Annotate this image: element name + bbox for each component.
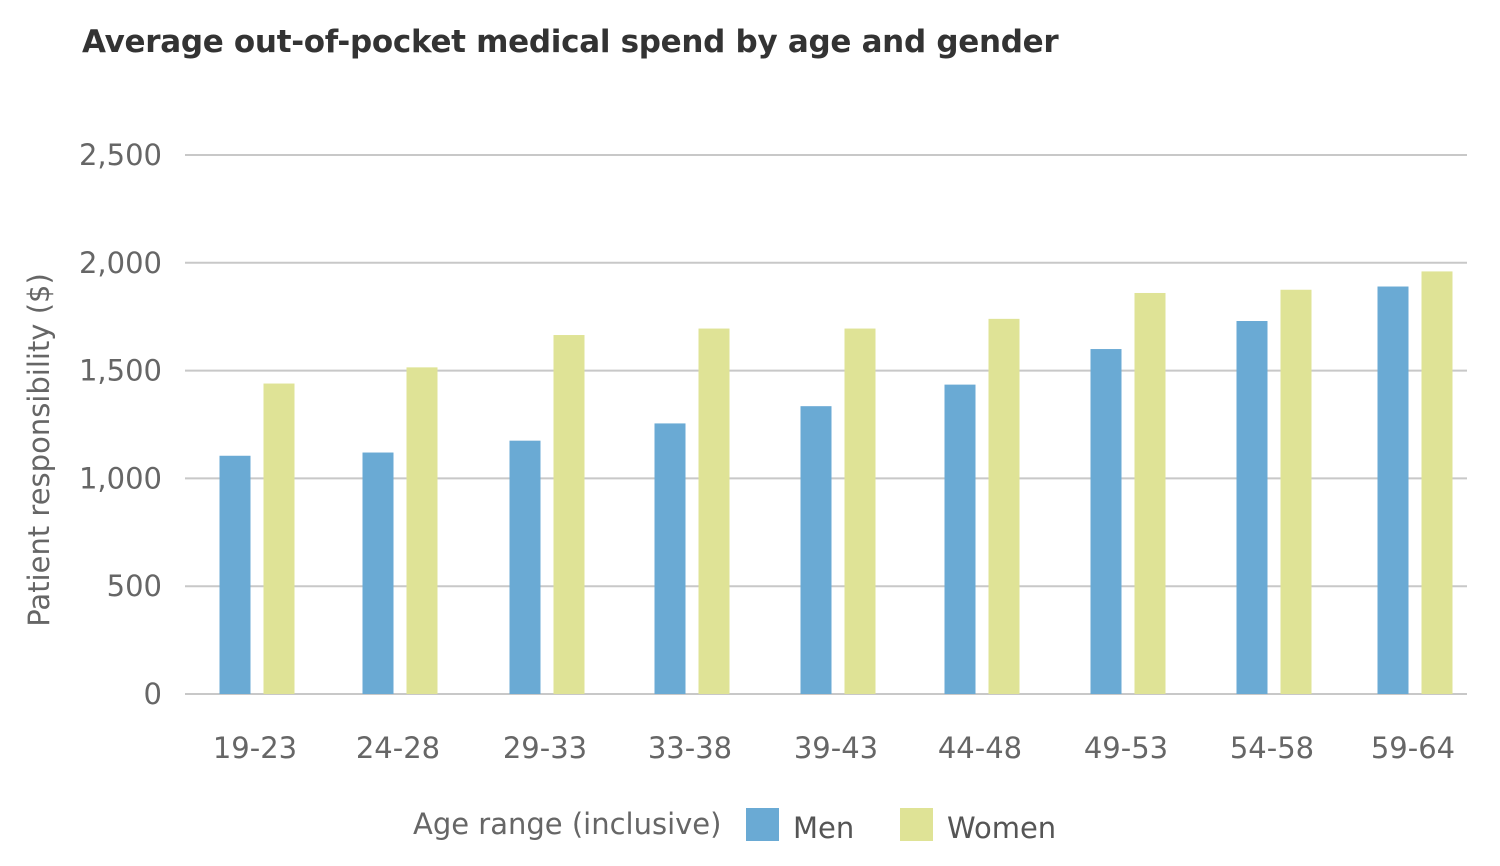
bar-women-39-43 [844,328,876,694]
x-tick-label: 54-58 [1230,731,1314,765]
bar-men-44-48 [944,384,976,694]
bar-women-49-53 [1134,292,1166,694]
y-tick-label: 500 [107,569,162,603]
x-axis-title: Age range (inclusive) [413,807,721,841]
bar-women-44-48 [988,318,1020,694]
y-tick-label: 2,000 [79,246,162,280]
bar-women-24-28 [406,367,438,694]
y-tick-label: 0 [144,677,162,711]
x-tick-label: 29-33 [503,731,587,765]
bar-men-39-43 [800,406,832,694]
legend-swatch-men [746,808,779,841]
x-tick-label: 49-53 [1084,731,1168,765]
bar-men-54-58 [1236,321,1268,694]
y-tick-label: 1,000 [79,461,162,495]
legend-label-women: Women [947,811,1056,845]
y-tick-label: 2,500 [79,138,162,172]
bar-men-33-38 [654,423,686,694]
x-tick-label: 33-38 [648,731,732,765]
legend-label-men: Men [793,811,854,845]
bar-men-19-23 [219,455,251,694]
x-tick-labels: 19-23 24-28 29-33 33-38 39-43 44-48 49-53 54-58… [213,731,1455,765]
y-tick-labels: 0 500 1,000 1,500 2,000 2,500 [79,138,162,711]
bar-men-49-53 [1090,349,1122,694]
bar-men-59-64 [1377,286,1409,694]
x-tick-label: 44-48 [938,731,1022,765]
x-tick-label: 59-64 [1371,731,1455,765]
bar-women-29-33 [553,335,585,694]
legend: Age range (inclusive) Men Women [413,807,1056,845]
x-tick-label: 19-23 [213,731,297,765]
bar-women-54-58 [1280,289,1312,694]
x-tick-label: 24-28 [356,731,440,765]
bar-men-29-33 [509,440,541,694]
bars [219,271,1453,694]
bar-women-19-23 [263,383,295,694]
legend-swatch-women [900,808,933,841]
bar-women-33-38 [698,328,730,694]
y-axis-title: Patient responsibility ($) [22,273,56,627]
bar-men-24-28 [362,452,394,694]
chart-title: Average out-of-pocket medical spend by a… [82,24,1059,60]
x-tick-label: 39-43 [794,731,878,765]
bar-women-59-64 [1421,271,1453,694]
y-tick-label: 1,500 [79,354,162,388]
